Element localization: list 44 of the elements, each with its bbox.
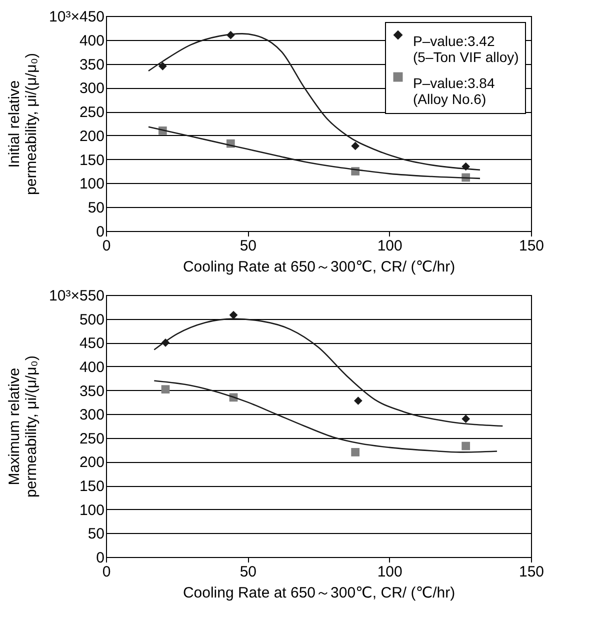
line-series <box>154 380 498 453</box>
y-tick-label: 100 <box>79 502 104 519</box>
y-tick-label: 10³×550 <box>49 288 104 304</box>
legend-label: P–value:3.42 (5–Ton VIF alloy) <box>413 33 519 65</box>
point <box>354 396 362 405</box>
legend-label: P–value:3.84 (Alloy No.6) <box>413 75 495 107</box>
point <box>161 385 170 394</box>
y-tick-label: 100 <box>79 176 104 193</box>
y-tick-label: 500 <box>79 311 104 328</box>
y-tick-label: 0 <box>96 550 104 566</box>
point <box>229 310 238 320</box>
y-tick-label: 200 <box>79 454 104 472</box>
y-axis-title: Initial relative permeability, μi/(μ/μ₀) <box>6 53 40 195</box>
point <box>351 448 360 456</box>
y-tick-label: 150 <box>79 478 104 496</box>
x-axis-title: Cooling Rate at 650～300℃, CR/ (℃/hr) <box>182 584 456 602</box>
x-tick-label: 150 <box>518 564 544 580</box>
y-tick-label: 400 <box>79 358 104 376</box>
y-tick-label: 300 <box>79 80 104 98</box>
point <box>351 142 360 150</box>
y-tick-label: 50 <box>88 526 104 543</box>
point <box>462 442 470 450</box>
x-tick-label: 50 <box>240 238 257 254</box>
y-tick-label: 250 <box>79 430 104 448</box>
x-tick-label: 150 <box>518 238 544 254</box>
y-tick-label: 450 <box>79 335 104 352</box>
y-tick-label: 250 <box>79 104 104 122</box>
line-series <box>148 126 481 180</box>
y-tick-label: 350 <box>79 56 104 74</box>
x-tick-label: 100 <box>377 564 402 580</box>
x-tick-label: 100 <box>377 238 402 254</box>
y-tick-label: 0 <box>96 224 104 240</box>
y-tick-label: 150 <box>79 152 104 169</box>
y-tick-label: 350 <box>79 382 104 400</box>
point <box>462 414 470 424</box>
y-tick-label: 400 <box>79 32 104 50</box>
x-tick-label: 50 <box>240 564 257 580</box>
y-tick-label: 10³×450 <box>49 8 104 26</box>
y-tick-label: 300 <box>79 406 104 424</box>
y-axis-title: Maximum relative permeability, μi/(μ/μ₀) <box>6 356 40 498</box>
x-axis-title: Cooling Rate at 650～300℃, CR/ (℃/hr) <box>182 258 456 276</box>
y-tick-label: 200 <box>79 128 104 145</box>
y-tick-label: 50 <box>88 200 104 217</box>
point <box>158 62 167 70</box>
